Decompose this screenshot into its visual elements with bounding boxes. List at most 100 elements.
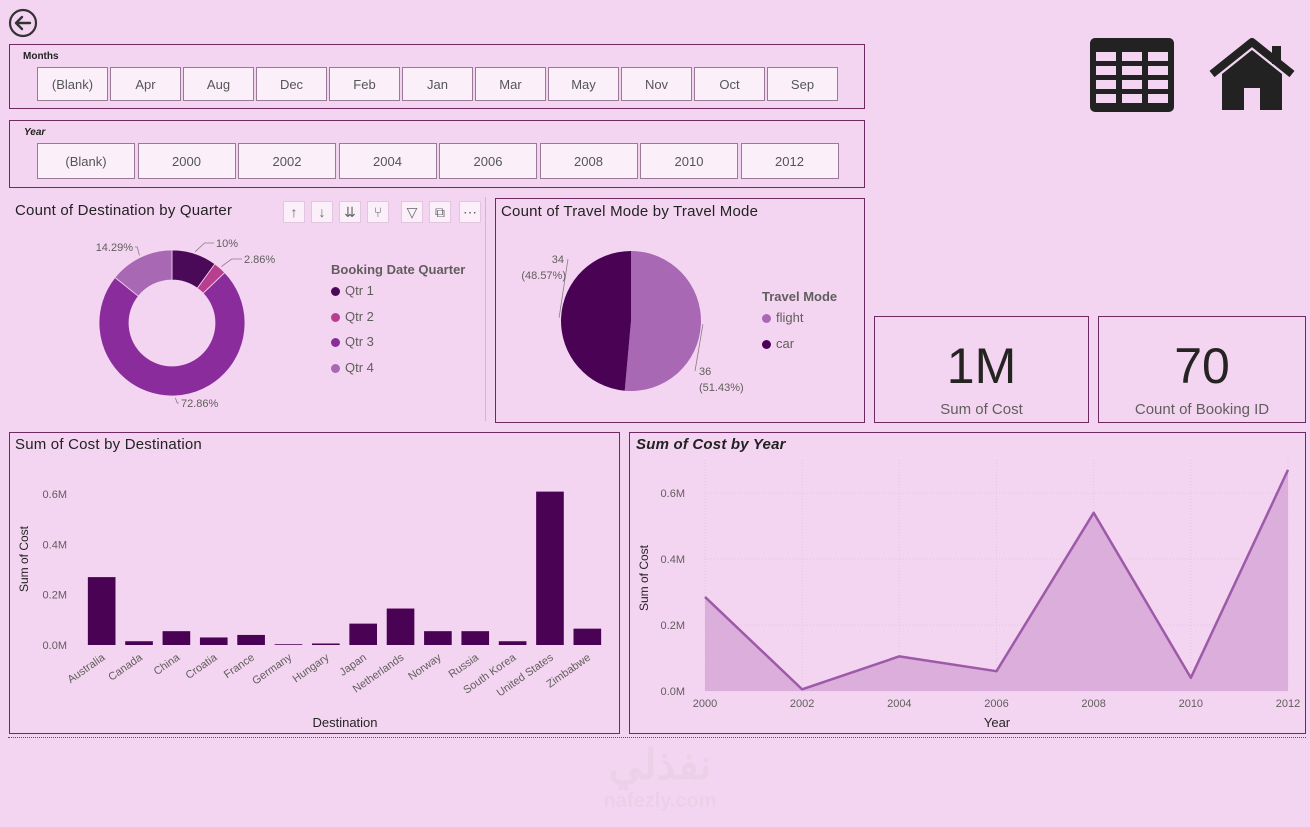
pie-legend-item-flight[interactable]: flight <box>762 310 803 325</box>
donut-slice-qtr-4[interactable] <box>114 249 173 297</box>
area-chart-title: Sum of Cost by Year <box>636 436 786 453</box>
donut-leader-line <box>174 397 179 404</box>
month-option-dec[interactable]: Dec <box>256 67 327 101</box>
donut-legend-title: Booking Date Quarter <box>331 262 466 277</box>
sort-ascending-icon[interactable]: ↑ <box>283 201 305 223</box>
month-option-oct[interactable]: Oct <box>694 67 765 101</box>
month-option-blank[interactable]: (Blank) <box>37 67 108 101</box>
donut-legend-item-qtr-1[interactable]: Qtr 1 <box>331 283 374 298</box>
donut-legend-item-qtr-4[interactable]: Qtr 4 <box>331 360 374 375</box>
donut-legend-label: Qtr 1 <box>345 283 374 298</box>
more-options-icon[interactable]: ⋯ <box>459 201 481 223</box>
bar-hungary[interactable] <box>311 643 340 645</box>
legend-marker-icon <box>331 312 340 322</box>
donut-legend-item-qtr-2[interactable]: Qtr 2 <box>331 309 374 324</box>
year-option-2012[interactable]: 2012 <box>740 143 839 179</box>
expand-hierarchy-icon[interactable]: ⑂ <box>367 201 389 223</box>
booking-count-label: Count of Booking ID <box>1134 401 1270 418</box>
watermark-text: نفذلي <box>608 741 712 788</box>
bar-chart-visual[interactable]: Sum of Cost by Destination 0.0M 0.2M 0.4M 0… <box>9 432 620 734</box>
filter-icon[interactable]: ▽ <box>401 201 423 223</box>
donut-legend-label: Qtr 2 <box>345 308 374 324</box>
watermark-sub: nafezly.com <box>603 790 717 812</box>
bar-germany[interactable] <box>274 644 303 645</box>
bar-x-axis-label: Destination <box>312 715 377 730</box>
home-icon <box>1209 38 1295 110</box>
area-y-tick-label: 0.6M <box>661 488 685 500</box>
area-y-tick-label: 0.2M <box>661 620 685 632</box>
bar-australia[interactable] <box>87 577 116 645</box>
year-option-2010[interactable]: 2010 <box>640 143 738 179</box>
area-chart-visual[interactable]: Sum of Cost by Year 0.0M 0.2M 0.4M 0.6M 2000… <box>629 432 1306 734</box>
booking-count-card: 70 Count of Booking ID <box>1098 316 1306 423</box>
donut-data-label-qtr-1: 10% <box>216 238 238 250</box>
month-option-aug[interactable]: Aug <box>183 67 254 101</box>
month-option-nov[interactable]: Nov <box>621 67 692 101</box>
drill-down-icon[interactable]: ⇊ <box>339 201 361 223</box>
month-option-jan[interactable]: Jan <box>402 67 473 101</box>
pie-percent-label-car: (48.57%) <box>521 270 566 282</box>
bar-russia[interactable] <box>461 631 490 645</box>
pie-slice-car[interactable] <box>561 251 631 391</box>
bar-france[interactable] <box>237 634 265 645</box>
pie-legend-item-car[interactable]: car <box>762 336 794 351</box>
donut-leader-line <box>221 258 242 267</box>
bar-y-tick-label: 0.0M <box>43 640 67 652</box>
pie-leader-line <box>558 258 569 318</box>
pie-chart-visual[interactable]: Count of Travel Mode by Travel Mode 36 (5… <box>495 198 865 423</box>
table-view-button[interactable] <box>1088 36 1178 114</box>
donut-slice-qtr-3[interactable] <box>98 271 246 397</box>
pie-slice-flight[interactable] <box>624 251 701 391</box>
donut-legend-label: Qtr 4 <box>345 359 374 375</box>
bar-x-tick-label: China <box>152 651 183 678</box>
back-arrow-icon <box>8 8 38 38</box>
donut-legend-item-qtr-3[interactable]: Qtr 3 <box>331 334 374 349</box>
bar-zimbabwe[interactable] <box>573 628 602 645</box>
donut-chart-title: Count of Destination by Quarter <box>15 202 233 219</box>
month-option-apr[interactable]: Apr <box>110 67 181 101</box>
table-icon <box>1090 38 1174 112</box>
focus-mode-icon[interactable]: ⧉ <box>429 201 451 223</box>
sum-of-cost-label: Sum of Cost <box>940 401 1023 418</box>
month-option-feb[interactable]: Feb <box>329 67 400 101</box>
year-option-2002[interactable]: 2002 <box>238 143 336 179</box>
area-x-axis-label: Year <box>984 715 1011 730</box>
area-x-tick-label: 2010 <box>1179 698 1203 710</box>
legend-marker-icon <box>762 314 771 324</box>
year-option-2008[interactable]: 2008 <box>539 143 638 179</box>
area-x-tick-label: 2008 <box>1081 698 1105 710</box>
year-option-2004[interactable]: 2004 <box>338 143 437 179</box>
year-option-blank[interactable]: (Blank) <box>37 143 135 179</box>
pie-chart-title: Count of Travel Mode by Travel Mode <box>501 203 759 220</box>
bar-netherlands[interactable] <box>386 608 415 645</box>
bar-y-axis-label: Sum of Cost <box>17 525 31 592</box>
bar-x-tick-label: Japan <box>337 652 368 679</box>
area-x-tick-label: 2012 <box>1276 698 1300 710</box>
bar-norway[interactable] <box>424 631 452 645</box>
page-divider <box>8 737 1306 738</box>
legend-marker-icon <box>762 339 771 349</box>
bar-canada[interactable] <box>125 641 153 645</box>
bar-united-states[interactable] <box>536 491 564 645</box>
pie-data-label-car: 34 <box>552 254 564 266</box>
bar-croatia[interactable] <box>199 637 228 645</box>
area-y-axis-label: Sum of Cost <box>637 544 651 611</box>
bar-china[interactable] <box>162 631 191 645</box>
area-y-tick-label: 0.4M <box>661 554 685 566</box>
year-option-2000[interactable]: 2000 <box>137 143 236 179</box>
back-button[interactable] <box>8 8 38 38</box>
sort-descending-icon[interactable]: ↓ <box>311 201 333 223</box>
bar-south-korea[interactable] <box>498 641 527 645</box>
pie-data-label-flight: 36 <box>699 366 711 378</box>
month-option-mar[interactable]: Mar <box>475 67 546 101</box>
bar-japan[interactable] <box>349 623 378 645</box>
pie-legend-title: Travel Mode <box>762 289 838 304</box>
month-option-sep[interactable]: Sep <box>767 67 838 101</box>
month-option-may[interactable]: May <box>548 67 619 101</box>
home-button[interactable] <box>1206 36 1298 114</box>
donut-leader-line <box>135 246 140 256</box>
area-fill <box>705 469 1288 691</box>
donut-chart-visual[interactable]: Count of Destination by Quarter 10% 2.86%… <box>9 197 486 421</box>
pie-chart: 36 (51.43%) 34 (48.57%) <box>521 251 744 394</box>
year-option-2006[interactable]: 2006 <box>439 143 537 179</box>
